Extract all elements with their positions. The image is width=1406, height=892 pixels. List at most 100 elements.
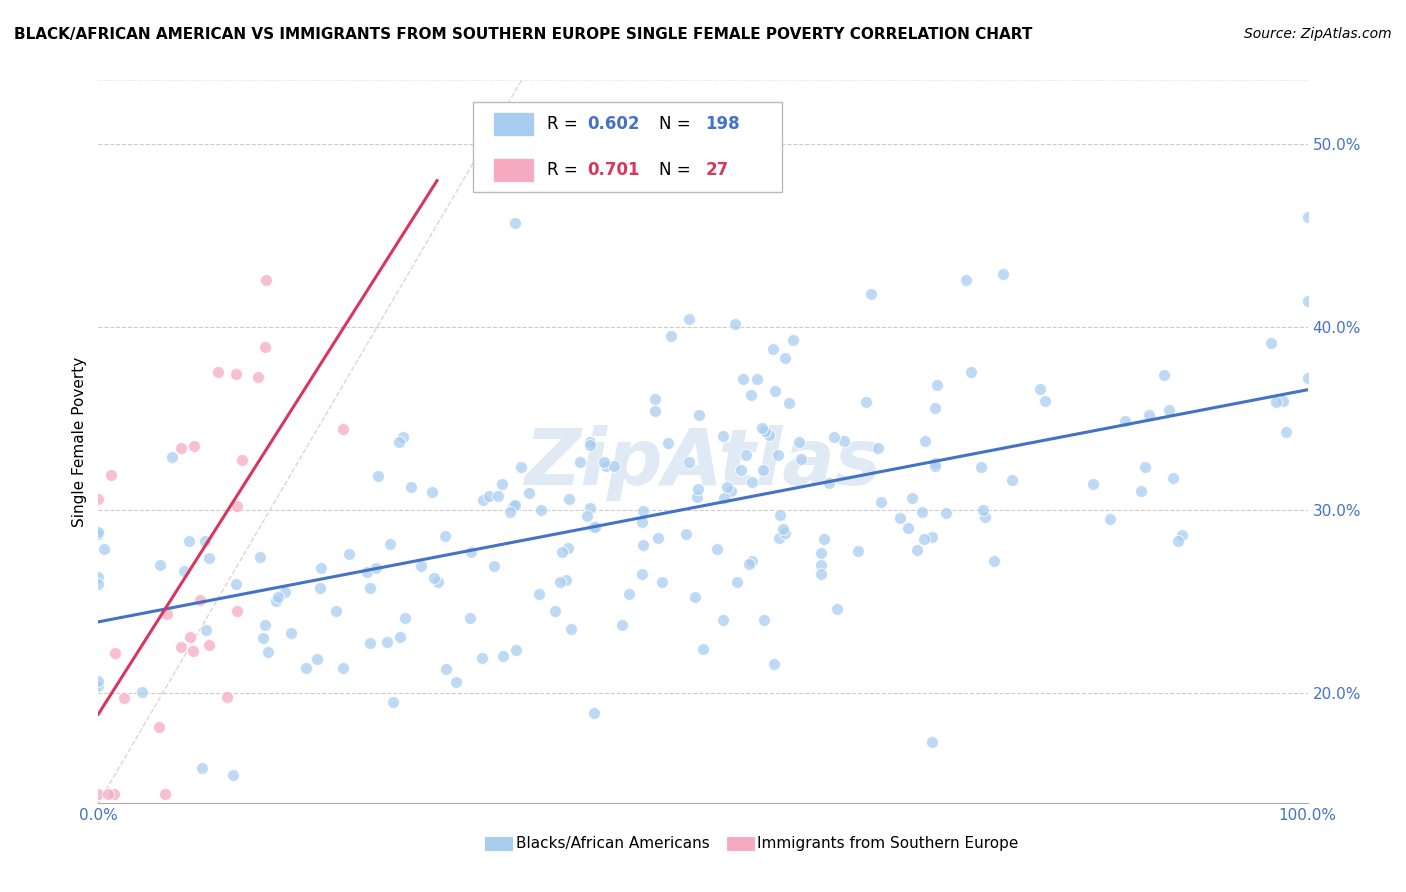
Point bbox=[207, 365, 229, 379]
Text: 27: 27 bbox=[706, 161, 728, 179]
Point bbox=[149, 558, 172, 573]
Point bbox=[391, 429, 413, 443]
Point bbox=[993, 267, 1015, 281]
Point bbox=[557, 541, 579, 556]
Point bbox=[579, 438, 602, 452]
Point bbox=[924, 456, 946, 470]
Point bbox=[87, 570, 110, 584]
Point bbox=[434, 662, 457, 676]
Point bbox=[846, 544, 869, 558]
Point bbox=[460, 545, 482, 559]
Point bbox=[170, 442, 193, 456]
Point bbox=[1171, 528, 1194, 542]
Point bbox=[773, 526, 796, 541]
Point bbox=[631, 504, 654, 518]
Point bbox=[254, 273, 277, 287]
Point bbox=[692, 641, 714, 656]
Point bbox=[173, 564, 195, 578]
Point bbox=[924, 458, 946, 473]
Point bbox=[177, 533, 200, 548]
Point bbox=[724, 318, 747, 332]
Text: 198: 198 bbox=[706, 115, 740, 133]
Text: 0.602: 0.602 bbox=[586, 115, 640, 133]
Point bbox=[337, 547, 360, 561]
Point bbox=[274, 585, 297, 599]
Point bbox=[307, 652, 329, 666]
Point bbox=[603, 459, 626, 474]
Point bbox=[970, 460, 993, 475]
Point bbox=[825, 601, 848, 615]
Point bbox=[763, 384, 786, 398]
Point bbox=[188, 593, 211, 607]
Point bbox=[630, 515, 652, 529]
Point bbox=[1114, 415, 1136, 429]
Point bbox=[280, 625, 302, 640]
Point bbox=[1157, 403, 1180, 417]
Point bbox=[579, 435, 602, 450]
Point bbox=[217, 690, 239, 705]
Point bbox=[810, 566, 832, 581]
Text: ZipAtlas: ZipAtlas bbox=[524, 425, 882, 501]
Point bbox=[711, 613, 734, 627]
Point bbox=[659, 329, 682, 343]
Point bbox=[486, 489, 509, 503]
Point bbox=[1264, 394, 1286, 409]
Point bbox=[901, 491, 924, 505]
Text: N =: N = bbox=[659, 115, 696, 133]
Point bbox=[768, 531, 790, 545]
Point bbox=[225, 367, 247, 381]
Point bbox=[678, 311, 700, 326]
Point bbox=[153, 787, 176, 801]
Point bbox=[763, 657, 786, 671]
Bar bbox=[494, 113, 533, 135]
Point bbox=[87, 679, 110, 693]
Point bbox=[1153, 368, 1175, 382]
Point bbox=[104, 646, 127, 660]
Point bbox=[359, 582, 381, 596]
Point bbox=[644, 404, 666, 418]
Point bbox=[1098, 512, 1121, 526]
Point bbox=[550, 545, 572, 559]
Point bbox=[1029, 382, 1052, 396]
Point bbox=[491, 477, 513, 491]
Point bbox=[183, 439, 205, 453]
Point bbox=[832, 434, 855, 449]
Point bbox=[758, 428, 780, 442]
Point bbox=[782, 333, 804, 347]
Point bbox=[889, 511, 911, 525]
Point bbox=[422, 571, 444, 585]
Point bbox=[740, 387, 762, 401]
Point bbox=[499, 505, 522, 519]
Point bbox=[818, 475, 841, 490]
Point bbox=[595, 458, 617, 473]
Point bbox=[366, 561, 388, 575]
Point bbox=[778, 396, 800, 410]
Point bbox=[87, 674, 110, 689]
Point bbox=[225, 500, 247, 514]
Point bbox=[519, 485, 541, 500]
Point bbox=[683, 590, 706, 604]
Point bbox=[593, 455, 616, 469]
Point bbox=[983, 554, 1005, 568]
Point bbox=[194, 623, 217, 637]
Point bbox=[870, 495, 893, 509]
Point bbox=[688, 408, 710, 422]
Point bbox=[859, 286, 882, 301]
Point bbox=[790, 451, 813, 466]
Point bbox=[97, 787, 120, 801]
Text: R =: R = bbox=[547, 161, 583, 179]
Point bbox=[725, 574, 748, 589]
Point bbox=[458, 611, 481, 625]
Bar bbox=[494, 159, 533, 181]
Point bbox=[921, 530, 943, 544]
Point bbox=[1161, 470, 1184, 484]
Point bbox=[911, 505, 934, 519]
Point bbox=[855, 395, 877, 409]
Point bbox=[912, 532, 935, 546]
Point bbox=[170, 640, 193, 655]
Point bbox=[569, 455, 592, 469]
Point bbox=[1001, 473, 1024, 487]
Point bbox=[246, 369, 269, 384]
Point bbox=[249, 550, 271, 565]
Point bbox=[657, 435, 679, 450]
